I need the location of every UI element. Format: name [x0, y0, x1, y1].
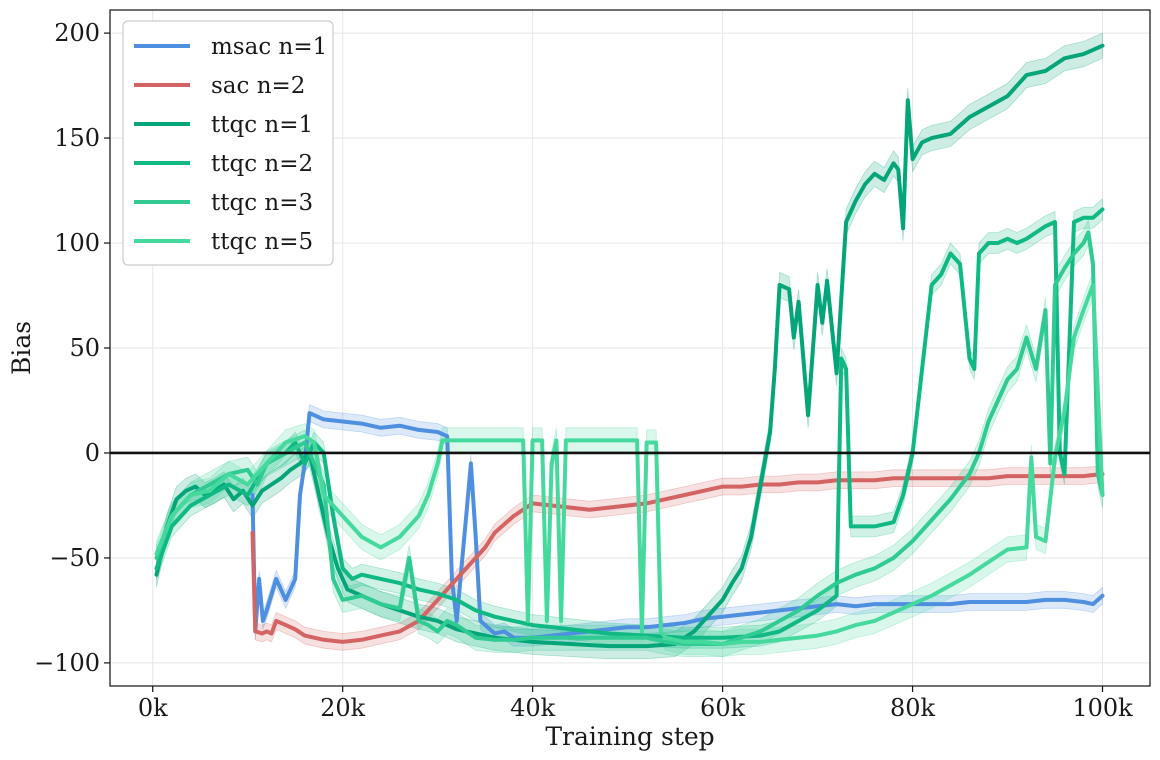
line-sac-n-2	[250, 472, 1105, 644]
y-tick-label: −50	[49, 544, 100, 572]
x-tick-label: 0k	[138, 694, 168, 722]
band-ttqc-n-1	[156, 32, 1103, 660]
y-tick-label: 50	[69, 334, 100, 362]
line-ttqc-n-2	[154, 207, 1105, 640]
y-axis-title: Bias	[7, 321, 36, 375]
x-axis-title: Training step	[545, 722, 714, 751]
legend-label: sac n=2	[211, 73, 305, 99]
band-ttqc-n-2	[156, 198, 1103, 649]
legend-label: ttqc n=5	[211, 229, 313, 255]
x-tick-label: 40k	[510, 694, 556, 722]
y-tick-label: 150	[54, 124, 100, 152]
x-tick-label: 20k	[320, 694, 366, 722]
legend: msac n=1 sac n=2 ttqc n=1 ttqc n=2 ttqc n=3 t…	[122, 20, 334, 266]
x-tick-label: 80k	[890, 694, 936, 722]
y-tick-label: 0	[85, 439, 100, 467]
legend-label: msac n=1	[211, 34, 327, 60]
line-ttqc-n-5	[154, 283, 1105, 646]
legend-label: ttqc n=3	[211, 190, 313, 216]
x-tick-label: 60k	[700, 694, 746, 722]
series-lines	[154, 43, 1105, 649]
y-tick-label: −100	[34, 649, 100, 677]
line-ttqc-n-1	[154, 43, 1105, 649]
x-tick-label: 100k	[1072, 694, 1133, 722]
legend-label: ttqc n=2	[211, 151, 313, 177]
y-tick-label: 200	[54, 19, 100, 47]
y-tick-label: 100	[54, 229, 100, 257]
line-ttqc-n-3	[154, 230, 1105, 646]
legend-label: ttqc n=1	[211, 112, 313, 138]
axis-ticks: 0k 20k 40k 60k 80k 100k −100 −50 0 50 100 150 200	[34, 19, 1133, 722]
